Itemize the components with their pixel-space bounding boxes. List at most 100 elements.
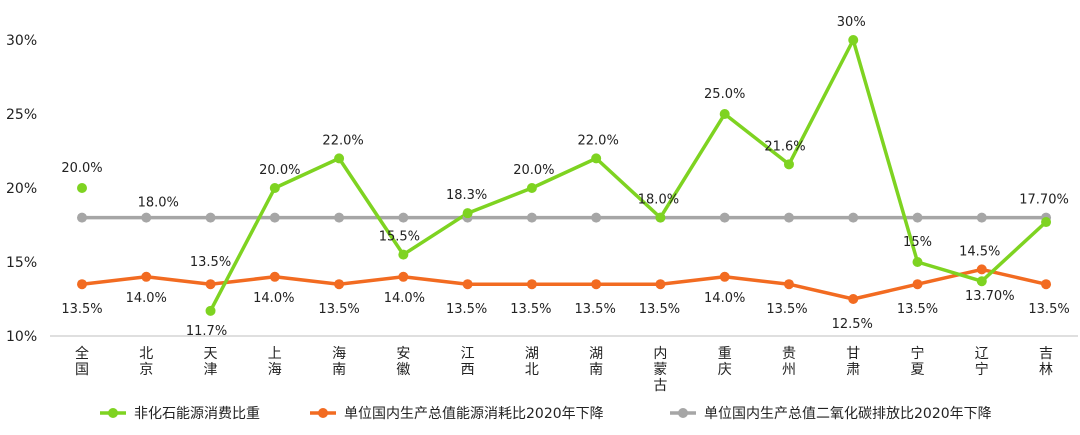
x-tick-label: 吉林 [1039,346,1053,378]
data-point [334,279,345,290]
data-point [77,279,87,290]
data-label-green: 15.5% [379,230,420,245]
data-point [77,183,87,193]
data-point [719,109,730,119]
data-point [655,279,666,290]
data-label-orange: 13.5% [190,255,231,270]
x-tick-label: 安徽 [396,346,410,378]
series-line-0 [208,38,1048,312]
x-tick-label: 湖北 [525,346,539,378]
data-labels: 20.0% 11.7% 20.0% 22.0% 15.5% 18.3% 20.0% 22.0%… [61,15,1069,339]
data-label-green: 20.0% [61,161,102,176]
data-label-green: 18.0% [638,193,679,208]
data-label-green: 30% [837,15,866,30]
data-point [783,212,794,223]
legend-label: 单位国内生产总值二氧化碳排放比2020年下降 [704,406,992,422]
data-label-orange: 14.0% [704,291,745,306]
data-point [912,257,923,267]
data-label-orange: 13.5% [575,302,616,317]
data-label-orange: 14.0% [126,291,167,306]
data-label-orange: 13.5% [897,302,938,317]
data-point [976,264,987,275]
data-point [591,212,602,223]
series-lines [81,38,1048,312]
data-point [976,276,987,287]
x-tick-label: 甘肃 [846,346,860,378]
data-label-grey: 18.0% [138,196,179,211]
data-point [719,212,730,223]
data-point [912,212,923,223]
data-point [205,212,216,223]
data-label-green: 22.0% [322,133,363,148]
data-point [334,212,345,223]
data-point [334,153,345,164]
x-tick-label: 内蒙古 [653,346,667,394]
legend-swatch-marker [678,408,688,418]
data-point [848,35,859,45]
data-point [398,212,409,223]
x-tick-label: 辽宁 [975,346,989,378]
data-point [976,212,987,223]
x-tick-label: 天津 [204,346,218,378]
data-point [205,279,216,290]
data-point [462,208,473,219]
x-tick-label: 江西 [461,346,475,378]
x-tick-label: 贵州 [782,346,796,378]
legend-swatch-marker [318,408,328,418]
x-tick-label: 北京 [139,346,153,378]
data-point [848,294,859,304]
data-point [462,279,473,290]
data-point [912,279,923,290]
data-point [848,212,859,223]
x-tick-label: 湖南 [589,346,603,378]
data-point [269,212,280,223]
x-tick-label: 宁夏 [911,345,925,378]
data-point [77,212,87,223]
y-tick-label: 20% [6,181,37,197]
series-points [77,35,1052,316]
data-label-green: 18.3% [446,188,487,203]
data-label-orange: 13.5% [1028,302,1069,317]
legend-label: 单位国内生产总值能源消耗比2020年下降 [344,406,604,422]
series-line-1 [81,267,1047,301]
data-label-orange: 13.5% [446,302,487,317]
data-label-green: 20.0% [259,163,300,178]
y-tick-label: 10% [6,329,37,345]
legend: 非化石能源消费比重 单位国内生产总值能源消耗比2020年下降 单位国内生产总值二氧化… [100,406,992,422]
data-label-orange: 13.5% [61,302,102,317]
data-point [591,279,602,290]
y-tick-label: 30% [6,33,37,49]
data-point [783,159,794,170]
data-label-green: 20.0% [513,163,554,178]
data-point [1041,217,1052,228]
x-tick-label: 重庆 [718,346,732,378]
y-axis: 10% 15% 20% 25% 30% [6,33,37,345]
data-point [591,153,602,164]
data-label-orange: 14.0% [253,291,294,306]
legend-swatch-marker [108,408,118,418]
y-tick-label: 15% [6,255,37,271]
data-point [398,271,409,282]
data-label-orange: 13.5% [766,302,807,317]
data-label-orange: 14.5% [959,244,1000,259]
data-point [398,249,409,260]
data-point [269,271,280,282]
data-label-orange: 13.5% [510,302,551,317]
x-tick-label: 全国 [75,345,89,378]
data-label-green: 22.0% [578,133,619,148]
data-point [526,183,537,193]
data-label-green: 11.7% [186,324,227,339]
data-label-green: 21.6% [764,139,805,154]
x-tick-label: 海南 [332,346,346,378]
data-label-orange: 12.5% [832,317,873,332]
data-point [655,212,666,223]
data-label-grey: 17.70% [1019,193,1069,208]
data-label-orange: 13.5% [639,302,680,317]
data-point [205,305,216,316]
x-axis: 全国 北京 天津 上海 海南 安徽 江西 湖北 湖南 内蒙古 重庆 贵州 甘肃 宁夏 辽宁 吉林 [50,335,1078,394]
data-point [526,279,537,290]
legend-label: 非化石能源消费比重 [134,406,260,422]
data-point [1041,279,1052,290]
